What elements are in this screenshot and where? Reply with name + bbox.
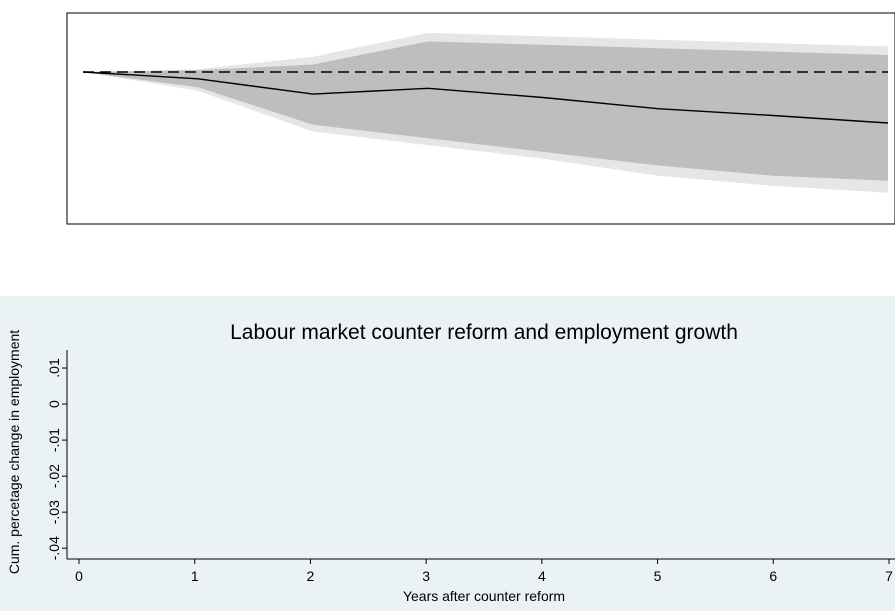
chart-title: Labour market counter reform and employm…	[230, 321, 738, 344]
y-axis-label: Cum. percetage change in employment	[6, 330, 22, 574]
y-tick-label: 0	[46, 400, 62, 408]
x-axis-label: Years after counter reform	[403, 588, 565, 604]
y-tick-label: .01	[46, 358, 62, 378]
estimate-line	[82, 71, 889, 124]
x-tick-label: 5	[654, 568, 662, 584]
x-tick-label: 7	[885, 568, 893, 584]
x-tick-label: 4	[538, 568, 546, 584]
x-tick-label: 1	[191, 568, 199, 584]
x-tick-label: 6	[769, 568, 777, 584]
x-tick-label: 3	[422, 568, 430, 584]
y-tick-label: -.01	[46, 428, 62, 452]
y-tick-label: -.04	[46, 536, 62, 560]
x-tick-label: 2	[307, 568, 315, 584]
x-tick-label: 0	[75, 568, 83, 584]
y-tick-label: -.03	[46, 500, 62, 524]
y-tick-label: -.02	[46, 464, 62, 488]
confidence-band-inner	[83, 41, 888, 181]
